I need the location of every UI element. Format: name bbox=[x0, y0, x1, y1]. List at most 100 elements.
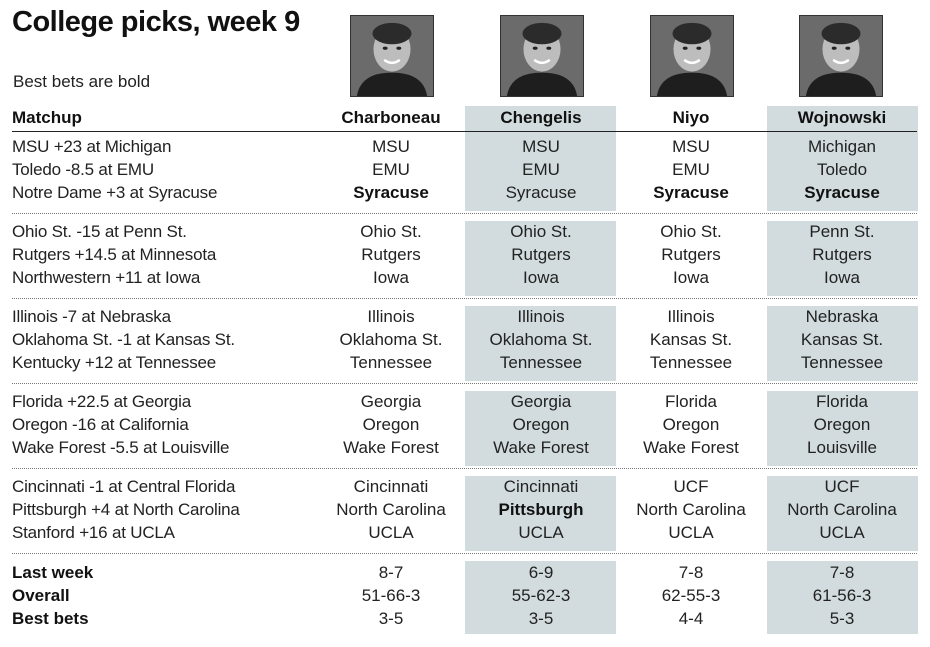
matchup-cell: Florida +22.5 at Georgia bbox=[12, 392, 192, 411]
pick-cell: EMU bbox=[372, 160, 410, 179]
shaded-column-band bbox=[767, 306, 918, 381]
shaded-column-band bbox=[465, 561, 616, 634]
matchup-cell: MSU +23 at Michigan bbox=[12, 137, 172, 156]
shaded-column-band bbox=[465, 306, 616, 381]
page-subtitle: Best bets are bold bbox=[13, 72, 151, 91]
shaded-column-band bbox=[767, 106, 918, 211]
pick-cell: MSU bbox=[372, 137, 410, 156]
pick-cell: Kansas St. bbox=[649, 330, 733, 349]
matchup-cell: Ohio St. -15 at Penn St. bbox=[12, 222, 187, 241]
picker-column-header: Wojnowski bbox=[797, 108, 887, 127]
pick-cell: Illinois bbox=[667, 307, 715, 326]
record-value: 51-66-3 bbox=[361, 586, 421, 605]
pick-cell: Wake Forest bbox=[343, 438, 439, 457]
pick-cell: UCF bbox=[673, 477, 709, 496]
pick-cell: Kansas St. bbox=[800, 330, 884, 349]
picker-column-header: Charboneau bbox=[341, 108, 441, 127]
columnist-photo bbox=[350, 15, 434, 97]
picker-column-header: Niyo bbox=[672, 108, 710, 127]
columnist-photo bbox=[650, 15, 734, 97]
pick-cell: North Carolina bbox=[336, 500, 446, 519]
pick-cell: Georgia bbox=[360, 392, 422, 411]
pick-cell: Syracuse bbox=[353, 183, 429, 202]
record-label: Best bets bbox=[12, 609, 89, 628]
record-value: 62-55-3 bbox=[661, 586, 721, 605]
page-title: College picks, week 9 bbox=[12, 6, 300, 38]
pick-cell: Cincinnati bbox=[503, 477, 579, 496]
record-value: 8-7 bbox=[378, 563, 404, 582]
group-separator bbox=[12, 468, 917, 469]
pick-cell: Florida bbox=[665, 392, 717, 411]
matchup-cell: Rutgers +14.5 at Minnesota bbox=[12, 245, 217, 264]
pick-cell: Penn St. bbox=[809, 222, 875, 241]
pick-cell: UCLA bbox=[518, 523, 564, 542]
record-value: 55-62-3 bbox=[511, 586, 571, 605]
shaded-column-band bbox=[767, 221, 918, 296]
portrait-icon bbox=[351, 16, 433, 96]
pick-cell: Oregon bbox=[512, 415, 570, 434]
pick-cell: Oklahoma St. bbox=[489, 330, 593, 349]
pick-cell: Tennessee bbox=[649, 353, 733, 372]
matchup-cell: Kentucky +12 at Tennessee bbox=[12, 353, 217, 372]
shaded-column-band bbox=[465, 106, 616, 211]
pick-cell: Iowa bbox=[523, 268, 559, 287]
pick-cell: MSU bbox=[672, 137, 710, 156]
matchup-cell: Stanford +16 at UCLA bbox=[12, 523, 175, 542]
pick-cell: Oregon bbox=[813, 415, 871, 434]
matchup-cell: Toledo -8.5 at EMU bbox=[12, 160, 154, 179]
pick-cell: Ohio St. bbox=[510, 222, 572, 241]
record-value: 5-3 bbox=[829, 609, 855, 628]
portrait-icon bbox=[651, 16, 733, 96]
pick-cell: Toledo bbox=[816, 160, 868, 179]
pick-cell: EMU bbox=[672, 160, 710, 179]
portrait-icon bbox=[800, 16, 882, 96]
pick-cell: North Carolina bbox=[787, 500, 897, 519]
shaded-column-band bbox=[767, 561, 918, 634]
pick-cell: Michigan bbox=[807, 137, 877, 156]
record-value: 4-4 bbox=[678, 609, 704, 628]
group-separator bbox=[12, 213, 917, 214]
pick-cell: Iowa bbox=[673, 268, 709, 287]
pick-cell: UCLA bbox=[668, 523, 714, 542]
matchup-cell: Wake Forest -5.5 at Louisville bbox=[12, 438, 230, 457]
pick-cell: Ohio St. bbox=[360, 222, 422, 241]
pick-cell: UCLA bbox=[819, 523, 865, 542]
pick-cell: Florida bbox=[816, 392, 868, 411]
pick-cell: Oklahoma St. bbox=[339, 330, 443, 349]
pick-cell: Pittsburgh bbox=[498, 500, 584, 519]
pick-cell: Syracuse bbox=[653, 183, 729, 202]
shaded-column-band bbox=[767, 476, 918, 551]
pick-cell: North Carolina bbox=[636, 500, 746, 519]
pick-cell: Rutgers bbox=[661, 245, 721, 264]
pick-cell: Rutgers bbox=[361, 245, 421, 264]
matchup-cell: Pittsburgh +4 at North Carolina bbox=[12, 500, 240, 519]
pick-cell: Illinois bbox=[517, 307, 565, 326]
columnist-photo bbox=[799, 15, 883, 97]
pick-cell: MSU bbox=[522, 137, 560, 156]
pick-cell: Tennessee bbox=[349, 353, 433, 372]
pick-cell: Syracuse bbox=[804, 183, 880, 202]
record-value: 61-56-3 bbox=[812, 586, 872, 605]
pick-cell: Iowa bbox=[824, 268, 860, 287]
group-separator bbox=[12, 553, 917, 554]
pick-cell: UCLA bbox=[368, 523, 414, 542]
pick-cell: Nebraska bbox=[805, 307, 879, 326]
pick-cell: Oregon bbox=[362, 415, 420, 434]
record-value: 7-8 bbox=[829, 563, 855, 582]
pick-cell: Cincinnati bbox=[353, 477, 429, 496]
portrait-icon bbox=[501, 16, 583, 96]
pick-cell: Tennessee bbox=[800, 353, 884, 372]
pick-cell: Oregon bbox=[662, 415, 720, 434]
picker-column-header: Chengelis bbox=[500, 108, 582, 127]
matchup-cell: Cincinnati -1 at Central Florida bbox=[12, 477, 236, 496]
header-rule bbox=[12, 131, 917, 132]
pick-cell: Iowa bbox=[373, 268, 409, 287]
pick-cell: UCF bbox=[824, 477, 860, 496]
pick-cell: Illinois bbox=[367, 307, 415, 326]
pick-cell: Louisville bbox=[807, 438, 877, 457]
matchup-cell: Illinois -7 at Nebraska bbox=[12, 307, 171, 326]
matchup-cell: Oklahoma St. -1 at Kansas St. bbox=[12, 330, 235, 349]
pick-cell: Ohio St. bbox=[660, 222, 722, 241]
pick-cell: Wake Forest bbox=[643, 438, 739, 457]
